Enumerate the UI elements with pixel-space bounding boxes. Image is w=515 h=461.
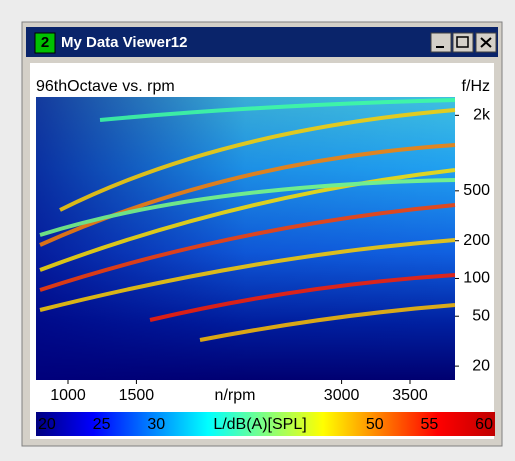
x-tick-label: 3000 [324,387,360,404]
colorbar-tick-label: 30 [147,416,165,433]
badge-text: 2 [41,34,49,51]
maximize-button[interactable] [452,32,474,53]
colorbar-tick-label: 60 [475,416,493,433]
colorbar-tick-label: 55 [421,416,439,433]
y-tick-label: 500 [463,182,490,199]
badge [34,32,56,54]
y-tick-label: 200 [463,232,490,249]
window-title: My Data Viewer12 [61,34,187,51]
y-axis-label: f/Hz [462,78,490,95]
colorbar [36,412,495,436]
colorbar-tick-label: 25 [93,416,111,433]
heatmap [36,97,456,380]
y-tick-label: 2k [473,107,491,124]
colorbar-tick-label: 20 [38,416,56,433]
title-bar [26,27,498,57]
x-tick-label: 1500 [119,387,155,404]
x-tick-label: 3500 [392,387,428,404]
colorbar-tick-label: 50 [366,416,384,433]
colorbar-label: L/dB(A)[SPL] [213,416,306,433]
x-axis-label: n/rpm [215,387,256,404]
minimize-button[interactable] [430,32,452,53]
y-tick-label: 50 [472,307,490,324]
chart-title: 96thOctave vs. rpm [36,78,175,95]
y-tick-label: 100 [463,270,490,287]
window-buttons[interactable] [430,32,497,53]
y-tick-label: 20 [472,357,490,374]
x-tick-label: 1000 [50,387,86,404]
